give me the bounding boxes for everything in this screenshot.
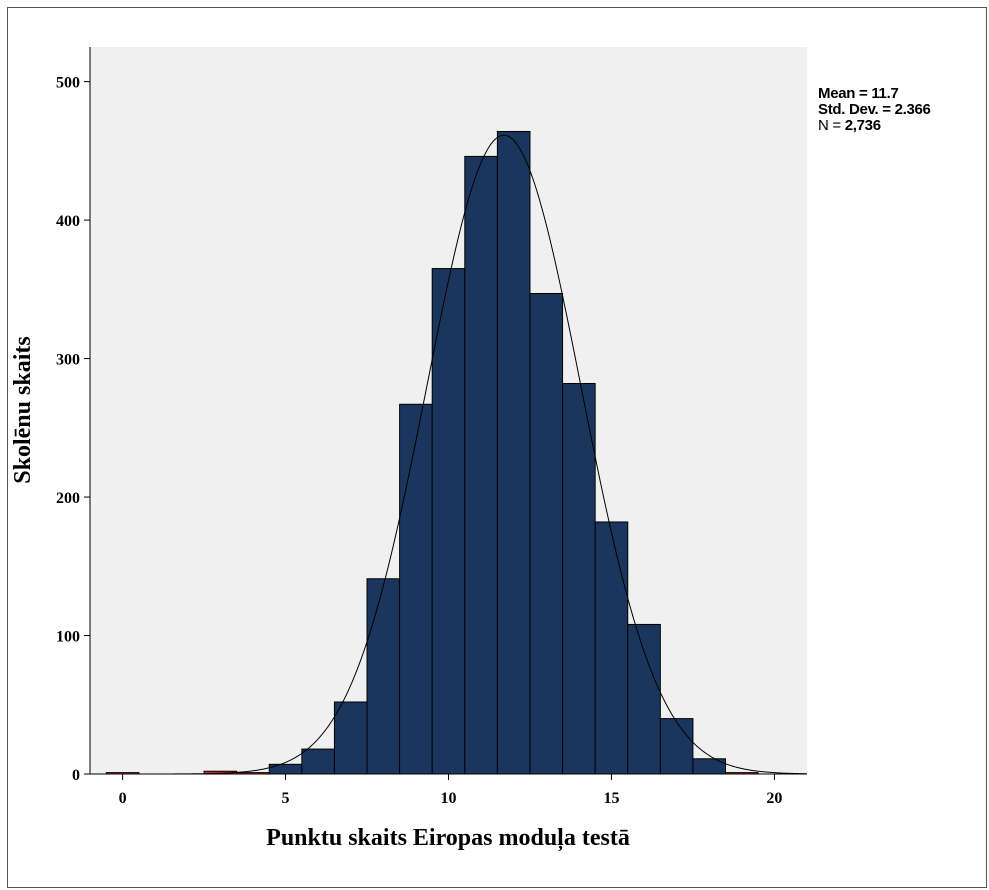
x-tick-label-0: 0 [119,790,127,807]
n-prefix: N = [818,117,845,134]
statistics-box: Mean = 11.7 Std. Dev. = 2.366 N = 2,736 [818,86,931,134]
histogram-bar-14 [562,382,596,775]
histogram-bar-16 [627,623,661,775]
histogram-bar-10 [431,268,466,775]
x-tick-label-20: 20 [766,790,782,807]
x-tick-label-15: 15 [603,790,619,807]
n-label: N = 2,736 [818,118,931,134]
histogram-bar-17 [659,718,694,775]
y-tick-label-100: 100 [56,629,80,646]
x-tick-label-5: 5 [282,790,290,807]
y-tick-label-0: 0 [72,767,80,784]
histogram-bar-18 [692,758,727,775]
y-tick-label-300: 300 [56,352,80,369]
histogram-bar-9 [399,403,433,775]
y-tick-label-400: 400 [56,213,80,230]
histogram-bar-8 [366,578,401,775]
histogram-bar-6 [301,748,335,775]
histogram-bar-12 [496,130,531,775]
y-axis-title: Skolēnu skaits [10,336,36,483]
x-axis-title: Punktu skaits Eiropas moduļa testā [266,825,630,852]
histogram-bar-13 [529,292,564,775]
mean-label: Mean = 11.7 [818,85,899,102]
histogram-bar-15 [594,521,629,775]
bars-group [105,130,759,775]
n-value: 2,736 [844,117,881,134]
y-tick-label-200: 200 [56,490,80,507]
std-dev-label: Std. Dev. = 2.366 [818,101,931,118]
histogram-bar-5 [268,763,303,775]
histogram-bar-7 [333,701,368,775]
y-tick-label-500: 500 [56,75,80,92]
x-tick-label-10: 10 [441,790,457,807]
histogram-bar-11 [464,155,498,775]
